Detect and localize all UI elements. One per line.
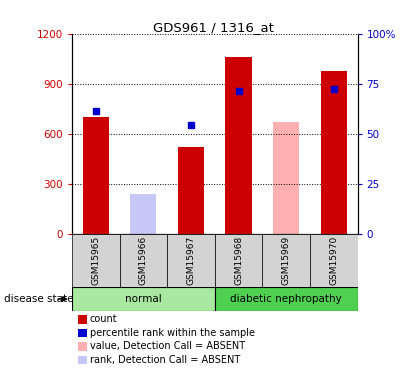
Bar	[72, 287, 215, 311]
Bar	[215, 287, 358, 311]
Text: GSM15965: GSM15965	[91, 236, 100, 285]
Text: GDS961 / 1316_at: GDS961 / 1316_at	[153, 21, 274, 34]
Text: GSM15970: GSM15970	[329, 236, 338, 285]
Text: disease state: disease state	[4, 294, 74, 304]
Text: rank, Detection Call = ABSENT: rank, Detection Call = ABSENT	[90, 355, 240, 365]
Text: normal: normal	[125, 294, 162, 304]
Bar	[321, 70, 347, 234]
Bar	[167, 234, 215, 287]
Bar	[130, 219, 157, 234]
Bar	[72, 234, 120, 287]
Text: GSM15967: GSM15967	[187, 236, 196, 285]
Text: count: count	[90, 315, 117, 324]
Text: GSM15969: GSM15969	[282, 236, 291, 285]
Text: value, Detection Call = ABSENT: value, Detection Call = ABSENT	[90, 342, 245, 351]
Text: GSM15966: GSM15966	[139, 236, 148, 285]
Bar	[83, 117, 109, 234]
Bar	[273, 122, 299, 234]
Text: diabetic nephropathy: diabetic nephropathy	[230, 294, 342, 304]
Bar	[226, 57, 252, 234]
Bar	[120, 234, 167, 287]
Text: percentile rank within the sample: percentile rank within the sample	[90, 328, 254, 338]
Bar	[310, 234, 358, 287]
Bar	[130, 194, 157, 234]
Bar	[262, 234, 310, 287]
Text: GSM15968: GSM15968	[234, 236, 243, 285]
Bar	[178, 147, 204, 234]
Bar	[215, 234, 262, 287]
